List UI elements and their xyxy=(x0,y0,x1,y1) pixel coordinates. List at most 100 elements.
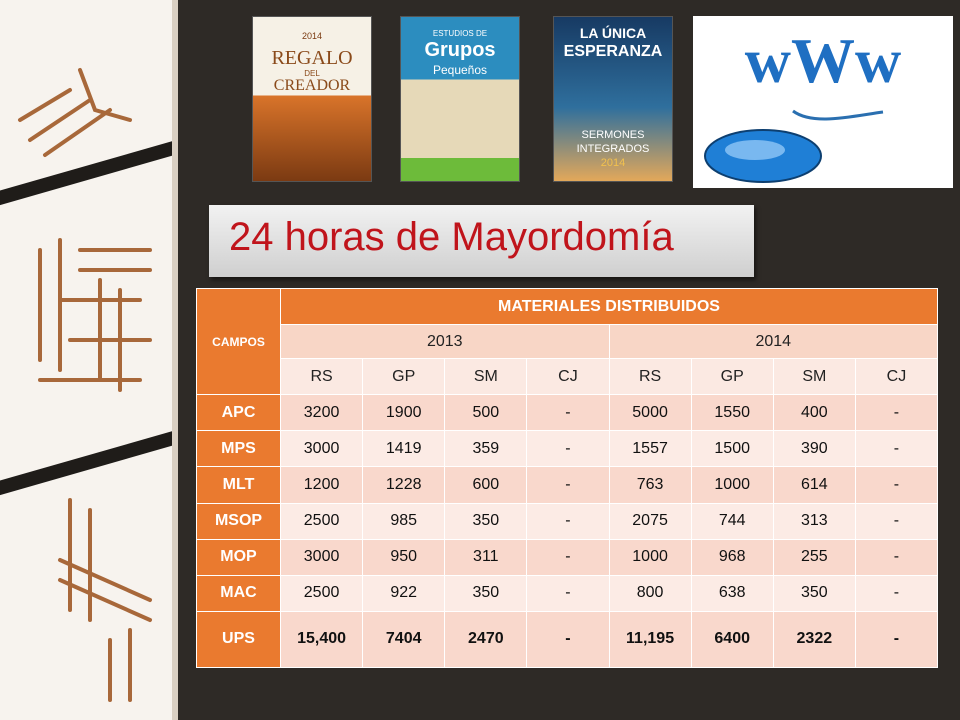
campos-header: CAMPOS xyxy=(196,287,281,396)
table-cell: 1228 xyxy=(362,466,446,504)
table-cell: 763 xyxy=(608,466,692,504)
decorative-hands-panel xyxy=(0,0,178,720)
book-cover-regalo-del-creador: 2014 REGALO DEL CREADOR xyxy=(252,16,372,182)
sub-header: RS xyxy=(279,358,364,396)
year-2013-header: 2013 xyxy=(280,324,610,360)
sub-header: CJ xyxy=(854,358,939,396)
table-cell: 2500 xyxy=(279,574,364,612)
table-cell: - xyxy=(854,538,939,576)
campo-label: MSOP xyxy=(196,502,281,540)
table-cell: 1200 xyxy=(279,466,364,504)
sub-header: GP xyxy=(690,358,774,396)
book2-line-3: Pequeños xyxy=(432,63,488,77)
table-cell: 11,195 xyxy=(608,610,692,669)
table-cell: 390 xyxy=(772,430,856,468)
page-title: 24 horas de Mayordomía xyxy=(229,215,674,259)
table-cell: - xyxy=(854,574,939,612)
table-cell: 313 xyxy=(772,502,856,540)
table-cell: - xyxy=(526,430,610,468)
book3-line-4: INTEGRADOS xyxy=(576,143,650,155)
sub-header: GP xyxy=(362,358,446,396)
table-cell: 311 xyxy=(444,538,528,576)
book3-line-1: LA ÚNICA xyxy=(579,25,647,41)
table-cell: 3000 xyxy=(279,430,364,468)
sub-header: RS xyxy=(608,358,692,396)
table-cell: 600 xyxy=(444,466,528,504)
table-cell: 744 xyxy=(690,502,774,540)
table-cell: 1000 xyxy=(690,466,774,504)
book2-line-1: ESTUDIOS DE xyxy=(432,29,488,38)
book-cover-grupos-pequenos: ESTUDIOS DE Grupos Pequeños xyxy=(400,16,520,182)
table-cell: 614 xyxy=(772,466,856,504)
table-cell: 3000 xyxy=(279,538,364,576)
www-text: wWw xyxy=(744,25,902,96)
book1-title-1: REGALO xyxy=(271,47,353,69)
table-cell: 15,400 xyxy=(279,610,364,669)
table-cell: 500 xyxy=(444,394,528,432)
campo-label: MLT xyxy=(196,466,281,504)
table-cell: - xyxy=(526,574,610,612)
table-cell: - xyxy=(526,394,610,432)
computer-mouse-icon xyxy=(704,109,884,183)
table-cell: 400 xyxy=(772,394,856,432)
table-row: MPS 3000 1419 359-1557 1500 390- xyxy=(196,430,939,468)
book-cover-la-unica-esperanza: LA ÚNICA ESPERANZA SERMONES INTEGRADOS 2… xyxy=(553,16,673,182)
table-cell: 968 xyxy=(690,538,774,576)
table-cell: 950 xyxy=(362,538,446,576)
table-cell: 2500 xyxy=(279,502,364,540)
sub-header: SM xyxy=(772,358,856,396)
book2-line-2: Grupos xyxy=(424,39,496,61)
table-cell: - xyxy=(526,610,610,669)
campo-label: MOP xyxy=(196,538,281,576)
table-cell: 350 xyxy=(772,574,856,612)
book1-title-2: DEL xyxy=(304,69,320,78)
table-cell: - xyxy=(854,466,939,504)
table-cell: 800 xyxy=(608,574,692,612)
table-cell: 1000 xyxy=(608,538,692,576)
table-cell: - xyxy=(526,466,610,504)
table-cell: 255 xyxy=(772,538,856,576)
book3-line-2: ESPERANZA xyxy=(563,43,663,60)
table-row: APC 3200 1900 500-5000 1550 400- xyxy=(196,394,939,432)
table-row: MAC 2500 922 350-800 638 350- xyxy=(196,574,939,612)
title-banner: 24 horas de Mayordomía xyxy=(209,205,754,277)
table-cell: - xyxy=(854,430,939,468)
table-cell: 350 xyxy=(444,502,528,540)
table-cell: 7404 xyxy=(362,610,446,669)
table-cell: 2470 xyxy=(444,610,528,669)
table-cell: 638 xyxy=(690,574,774,612)
year-2014-header: 2014 xyxy=(608,324,938,360)
table-body: APC 3200 1900 500-5000 1550 400- MPS 3000 1419 35… xyxy=(196,394,939,669)
table-cell: 922 xyxy=(362,574,446,612)
table-cell: - xyxy=(526,538,610,576)
table-cell: 985 xyxy=(362,502,446,540)
table-cell: 1900 xyxy=(362,394,446,432)
table-cell: 6400 xyxy=(690,610,774,669)
campo-label: UPS xyxy=(196,610,281,669)
www-mouse-image: wWw xyxy=(693,16,953,188)
sub-header: SM xyxy=(444,358,528,396)
book1-year: 2014 xyxy=(301,31,323,41)
table-row: UPS 15,400 7404 2470-11,195 6400 2322- xyxy=(196,610,939,669)
table-cell: 3200 xyxy=(279,394,364,432)
table-cell: 5000 xyxy=(608,394,692,432)
table-cell: 1419 xyxy=(362,430,446,468)
table-row: MOP 3000 950 311-1000 968 255- xyxy=(196,538,939,576)
hands-illustration xyxy=(18,68,152,702)
book1-title-3: CREADOR xyxy=(273,77,351,94)
book3-line-5: 2014 xyxy=(600,157,626,169)
table-row: MSOP 2500 985 350-2075 744 313- xyxy=(196,502,939,540)
table-cell: 350 xyxy=(444,574,528,612)
campo-label: APC xyxy=(196,394,281,432)
campo-label: MAC xyxy=(196,574,281,612)
table-cell: 1500 xyxy=(690,430,774,468)
book3-line-3: SERMONES xyxy=(581,129,645,141)
table-cell: - xyxy=(854,610,939,669)
table-cell: 1557 xyxy=(608,430,692,468)
campo-label: MPS xyxy=(196,430,281,468)
table-cell: - xyxy=(854,502,939,540)
table-cell: 1550 xyxy=(690,394,774,432)
table-row: MLT 1200 1228 600-763 1000 614- xyxy=(196,466,939,504)
table-cell: - xyxy=(854,394,939,432)
table-cell: - xyxy=(526,502,610,540)
